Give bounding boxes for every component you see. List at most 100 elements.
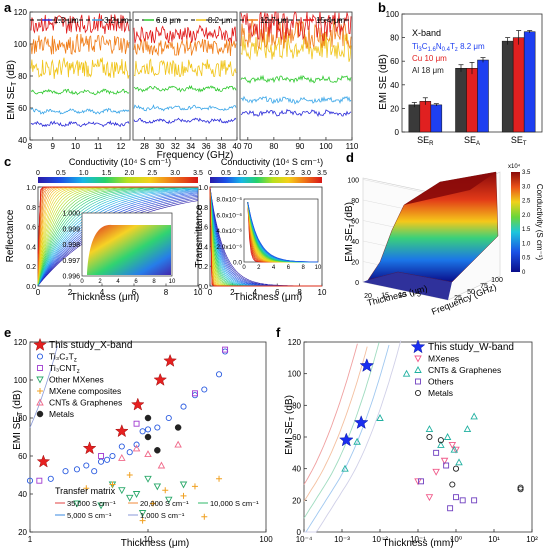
panel-e-legend-label: Other MXenes [49, 375, 104, 385]
panel-e-point [144, 433, 152, 441]
panel-e-point [36, 477, 43, 484]
panel-f-legend-marker [414, 366, 422, 373]
panel-e-legend-label: Ti₃C₂Tz [49, 352, 77, 364]
panel-c-left-curve [37, 187, 199, 285]
panel-b-bar [523, 31, 536, 133]
panel-c-left-inset-xtick-label: 4 [116, 279, 120, 285]
panel-a-series-line [30, 107, 130, 115]
panel-c-left-ytick-label: 0.6 [26, 225, 36, 232]
panel-a-series-line [240, 11, 352, 41]
panel-d-colorbar-tick: 2.0 [522, 213, 531, 219]
panel-c-right-inset-ytick-label: 0.0 [233, 260, 242, 267]
panel-e-legend-marker [36, 353, 44, 360]
panel-f-plot: 0 20 40 60 80 100 120 10⁻⁴ 10⁻³ 10⁻² 10⁻¹ 10⁰ 10¹ 10²… [288, 338, 538, 544]
panel-f-point [359, 358, 375, 372]
panel-e-ytick-label: 120 [14, 338, 28, 347]
panel-d-label: d [346, 150, 354, 165]
panel-a-series-line [240, 19, 352, 50]
panel-c-right-colorbar-tick: 3.5 [317, 170, 327, 177]
panel-c-right-inset-ytick-label: 4.0x10⁻⁶ [216, 228, 242, 235]
panel-c-left-ytick-label: 0.2 [26, 264, 36, 271]
panel-b-ytick-label: 100 [386, 10, 400, 19]
panel-b-ylabel: EMI SE (dB) [378, 54, 389, 110]
panel-f-point [432, 468, 440, 476]
panel-f-legend-label: MXenes [428, 354, 459, 364]
panel-e-point [153, 372, 168, 386]
panel-f-point [353, 437, 361, 445]
panel-a-xtick-label: 12 [116, 142, 125, 151]
panel-d-colorbar-tick: 0 [522, 270, 526, 276]
panel-a-frame-1 [132, 11, 238, 141]
panel-c-right-ytick-label: 0.8 [198, 205, 208, 212]
panel-e-point [222, 346, 229, 353]
panel-c-right-inset-ytick-label: 2.0x10⁻⁶ [216, 244, 242, 251]
panel-e-point [139, 428, 146, 435]
panel-e-point [109, 452, 116, 460]
panel-c-right-ytick-label: 0.2 [198, 264, 208, 271]
panel-c-left-colorbar-tick: 0.5 [56, 170, 66, 177]
panel-d-colorbar-tick: 3.5 [522, 170, 531, 176]
panel-c-right-plot: 0.0 0.2 0.4 0.6 0.8 1.0 0 2 4 6 8 10 0.0 2.0x10⁻⁶ 4.0x… [198, 185, 327, 297]
panel-e-legend-marker [37, 388, 43, 394]
panel-e-point [154, 447, 161, 454]
panel-e-xlabel: Thickness (μm) [121, 538, 190, 549]
panel-d-colorbar [511, 172, 520, 272]
panel-b-ytick-label: 20 [390, 104, 399, 113]
panel-a-xtick-label: 34 [186, 142, 195, 151]
panel-f-legend-label: This study_W-band [428, 342, 514, 353]
panel-e-ytick-label: 40 [18, 490, 27, 499]
panel-a-legend-label: 8.2 μm [208, 16, 233, 25]
panel-f-point [470, 412, 478, 420]
panel-c-right-inset-ytick-label: 6.0x10⁻⁶ [216, 212, 242, 219]
panel-e-legend-label: Metals [49, 409, 74, 419]
panel-f-ytick-label: 100 [288, 370, 302, 379]
panel-d-ytick-label: 100 [491, 277, 503, 284]
panel-b-legend-title: X-band [412, 28, 441, 38]
panel-d-colorbar-tick: 3.0 [522, 184, 531, 190]
panel-d-ztick-label: 20 [351, 260, 359, 267]
panel-c-left-inset-ytick-label: 1.000 [62, 211, 80, 218]
panel-c-right-ytick-label: 0.6 [198, 225, 208, 232]
panel-e-legend-label: This study_X-band [49, 340, 132, 351]
panel-c: c Conductivity (10⁴ S cm⁻¹) 0 0.5 1.0 1.5 2.… [4, 154, 327, 303]
panel-f-transfer-curve [303, 346, 368, 502]
panel-a-series-line [133, 24, 237, 44]
panel-e-point [133, 441, 140, 448]
panel-e-xtick-label: 1 [28, 535, 33, 544]
panel-f-point [433, 449, 440, 456]
panel-f-point [443, 433, 452, 440]
panel-c-left-colorbar-tick: 2.0 [125, 170, 135, 177]
panel-a-xtick-label: 38 [217, 142, 226, 151]
panel-e-legend-label: CNTs & Graphenes [49, 398, 122, 408]
panel-c-left-xtick-label: 10 [194, 288, 203, 297]
panel-c-right-inset-xtick-label: 8 [302, 265, 306, 271]
panel-a-xtick-label: 110 [346, 142, 359, 151]
panel-c-left-ytick-label: 0.0 [26, 284, 36, 291]
panel-c-right-inset-xtick-label: 2 [257, 265, 261, 271]
panel-a-series-line [240, 95, 352, 105]
panel-e-point [126, 449, 133, 456]
panel-e-point [97, 502, 105, 510]
panel-d-colorbar-exp: x10⁴ [508, 163, 521, 170]
panel-d-colorbar-tick: 0.5 [522, 256, 531, 262]
panel-c-right-xtick-label: 10 [318, 288, 327, 297]
panel-a-xtick-label: 9 [51, 142, 56, 151]
panel-e-point [36, 454, 51, 468]
panel-d-ztick-label: 80 [351, 198, 359, 205]
panel-e-ytick-label: 60 [18, 452, 27, 461]
panel-d-ztick-label: 100 [347, 178, 359, 185]
panel-a-xtick-label: 100 [319, 142, 333, 151]
panel-a-series-line [30, 33, 130, 55]
panel-a-ytick-label: 60 [18, 104, 27, 113]
panel-a-series-line [30, 88, 130, 96]
panel-e-point [154, 424, 161, 431]
panel-c-right-colorbar-tick: 3.0 [301, 170, 311, 177]
panel-c-left-colorbar-tick: 1.5 [102, 170, 112, 177]
panel-b-legend-ti: Ti3C1.6N0.4Tz 8.2 μm [412, 42, 485, 53]
panel-f-point [452, 465, 460, 472]
panel-c-label: c [4, 154, 11, 169]
panel-c-left-colorbar-tick: 1.0 [79, 170, 89, 177]
panel-e-point [201, 513, 208, 520]
